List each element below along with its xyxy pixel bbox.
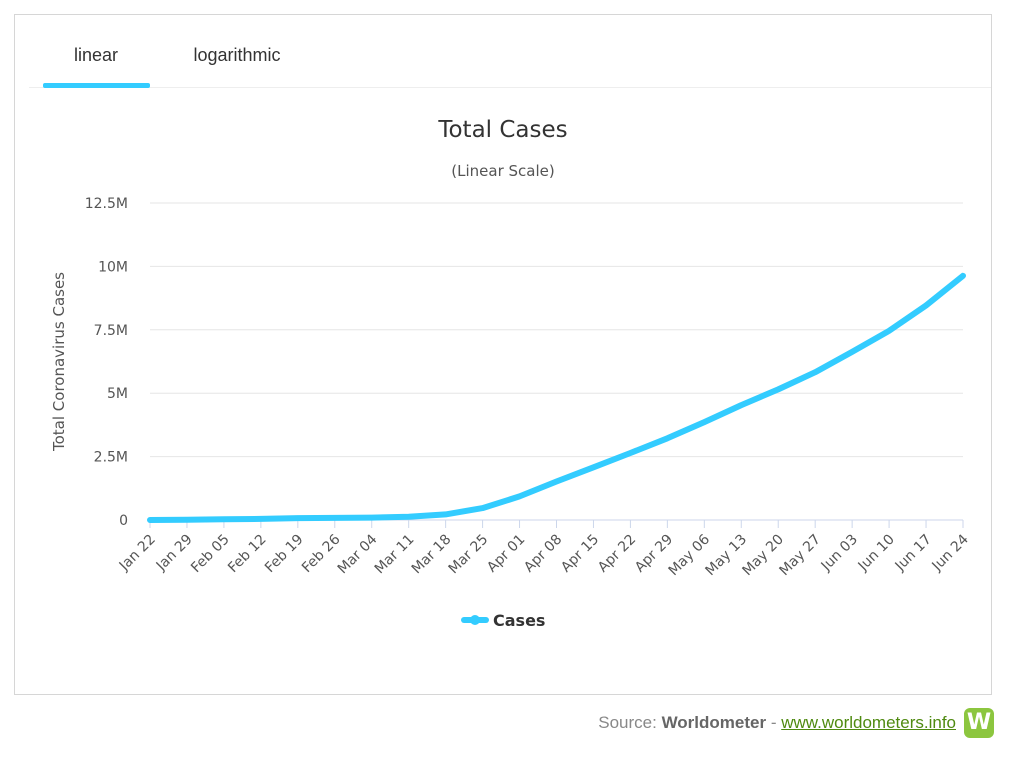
x-tick-label: Jun 03 — [818, 532, 861, 575]
y-tick-label: 7.5M — [94, 323, 128, 339]
x-tick-label: Jun 24 — [929, 531, 972, 574]
worldometer-logo-icon[interactable]: W — [964, 708, 994, 738]
y-tick-label: 10M — [98, 259, 128, 275]
chart-panel: linear logarithmic — [14, 14, 992, 695]
x-tick-label: Apr 01 — [484, 532, 528, 576]
tab-linear[interactable]: linear — [73, 45, 119, 65]
legend-marker-icon — [470, 615, 480, 625]
legend-label-cases: Cases — [493, 611, 545, 630]
x-tick-label: Feb 05 — [188, 532, 233, 577]
x-tick-label: Jan 29 — [153, 532, 196, 575]
x-tick-label: Mar 11 — [372, 532, 418, 578]
y-axis-label: Total Coronavirus Cases — [50, 272, 68, 452]
scale-tabs: linear logarithmic — [29, 15, 991, 88]
x-tick-label: Feb 19 — [262, 532, 307, 577]
series-line-cases — [147, 272, 966, 523]
x-tick-label: Feb 12 — [225, 532, 270, 577]
y-tick-label: 5M — [107, 386, 128, 402]
source-name: Worldometer — [661, 713, 767, 732]
tab-logarithmic[interactable]: logarithmic — [193, 45, 281, 65]
source-prefix: Source: — [598, 713, 662, 732]
x-tick-label: Jun 17 — [892, 532, 935, 575]
x-tick-label: Apr 08 — [521, 532, 565, 576]
chart-subtitle: (Linear Scale) — [451, 162, 554, 180]
x-tick-label: Mar 25 — [446, 532, 492, 578]
x-tick-label: Jan 22 — [116, 532, 159, 575]
y-tick-label: 0 — [119, 513, 128, 529]
x-tick-label: Apr 15 — [558, 532, 602, 576]
x-tick-label: Apr 22 — [595, 532, 639, 576]
x-tick-label: Mar 04 — [335, 531, 381, 577]
x-tick-label: Jun 10 — [855, 532, 898, 575]
source-attribution: Source: Worldometer - www.worldometers.i… — [598, 713, 956, 733]
x-tick-label: Mar 18 — [409, 532, 455, 578]
total-cases-chart: Total Cases (Linear Scale) Total Coronavir… — [50, 117, 972, 630]
source-link[interactable]: www.worldometers.info — [781, 713, 956, 732]
y-tick-label: 2.5M — [94, 450, 128, 466]
chart-title: Total Cases — [437, 117, 567, 143]
active-tab-indicator — [43, 83, 150, 88]
source-separator: - — [766, 713, 782, 732]
x-tick-label: May 27 — [776, 532, 824, 580]
y-tick-label: 12.5M — [85, 196, 128, 212]
